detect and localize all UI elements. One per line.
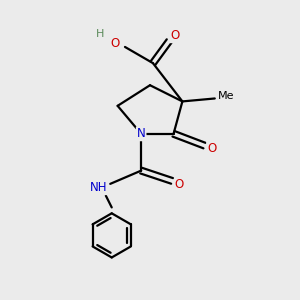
Text: NH: NH — [90, 181, 107, 194]
Text: O: O — [111, 37, 120, 50]
Text: H: H — [96, 29, 104, 39]
Text: O: O — [175, 178, 184, 191]
Text: O: O — [207, 142, 217, 155]
Text: Me: Me — [218, 92, 235, 101]
Text: O: O — [170, 29, 180, 42]
Text: N: N — [137, 127, 146, 140]
